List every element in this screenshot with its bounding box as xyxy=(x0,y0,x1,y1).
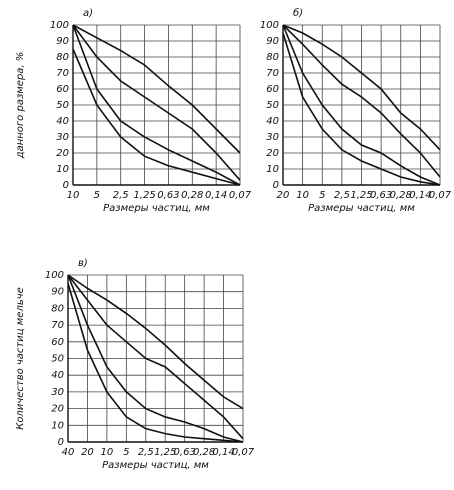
x-tick-label: 20 xyxy=(277,190,290,201)
y-axis-label: данного размера, % xyxy=(15,52,26,160)
y-tick-label: 90 xyxy=(51,287,64,298)
panel-label: а) xyxy=(83,8,93,19)
y-tick-label: 90 xyxy=(56,36,69,47)
y-tick-label: 80 xyxy=(266,52,279,63)
x-tick-label: 10 xyxy=(101,447,114,458)
x-tick-label: 0,07 xyxy=(429,190,452,201)
y-tick-label: 10 xyxy=(51,420,64,431)
y-tick-label: 30 xyxy=(51,387,64,398)
x-tick-label: 1,25 xyxy=(350,190,372,201)
y-tick-label: 50 xyxy=(266,100,279,111)
x-tick-label: 0,14 xyxy=(205,190,227,201)
x-tick-label: 0,14 xyxy=(212,447,234,458)
y-tick-label: 60 xyxy=(51,337,64,348)
y-tick-label: 50 xyxy=(56,100,69,111)
y-tick-label: 80 xyxy=(56,52,69,63)
y-tick-label: 40 xyxy=(51,370,64,381)
curve xyxy=(67,283,244,443)
y-tick-label: 70 xyxy=(266,68,279,79)
curve xyxy=(282,32,441,186)
y-tick-label: 10 xyxy=(56,164,69,175)
x-tick-label: 2,5 xyxy=(113,190,129,201)
x-tick-label: 5 xyxy=(123,447,129,458)
y-tick-label: 50 xyxy=(51,354,64,365)
y-tick-label: 40 xyxy=(266,116,279,127)
x-tick-label: 2,5 xyxy=(334,190,350,201)
x-tick-label: 40 xyxy=(62,447,75,458)
y-tick-label: 80 xyxy=(51,303,64,314)
x-tick-label: 2,5 xyxy=(138,447,154,458)
x-tick-label: 10 xyxy=(296,190,309,201)
x-tick-label: 0,63 xyxy=(157,190,179,201)
y-tick-label: 100 xyxy=(50,20,69,31)
x-tick-label: 1,25 xyxy=(154,447,176,458)
y-tick-label: 0 xyxy=(58,437,64,448)
y-tick-label: 100 xyxy=(45,270,64,281)
curve xyxy=(72,24,241,181)
x-axis-label: Размеры частиц, мм xyxy=(308,203,415,214)
y-tick-label: 40 xyxy=(56,116,69,127)
y-tick-label: 10 xyxy=(266,164,279,175)
x-tick-label: 0,63 xyxy=(370,190,392,201)
y-tick-label: 20 xyxy=(266,148,279,159)
y-axis-label: Количество частиц мельче xyxy=(15,287,26,430)
x-tick-label: 0,14 xyxy=(409,190,431,201)
x-tick-label: 5 xyxy=(319,190,325,201)
curve xyxy=(282,24,441,178)
x-axis-label: Размеры частиц, мм xyxy=(102,460,209,471)
y-tick-label: 20 xyxy=(56,148,69,159)
y-tick-label: 30 xyxy=(56,132,69,143)
curve xyxy=(67,274,244,410)
y-tick-label: 70 xyxy=(51,320,64,331)
x-tick-label: 5 xyxy=(94,190,100,201)
panel-label: б) xyxy=(293,7,303,19)
x-tick-label: 0,07 xyxy=(232,447,255,458)
curve xyxy=(67,274,244,443)
curve xyxy=(282,24,441,151)
y-tick-label: 0 xyxy=(273,180,279,191)
x-tick-label: 0,28 xyxy=(390,190,412,201)
y-tick-label: 100 xyxy=(260,20,279,31)
panel-label: в) xyxy=(78,258,88,269)
x-tick-label: 10 xyxy=(67,190,80,201)
curve xyxy=(282,24,441,186)
curve xyxy=(67,274,244,440)
y-tick-label: 20 xyxy=(51,404,64,415)
x-tick-label: 0,07 xyxy=(229,190,252,201)
x-tick-label: 0,28 xyxy=(193,447,215,458)
x-tick-label: 0,28 xyxy=(181,190,203,201)
y-tick-label: 90 xyxy=(266,36,279,47)
y-tick-label: 70 xyxy=(56,68,69,79)
x-tick-label: 0,63 xyxy=(174,447,196,458)
y-tick-label: 0 xyxy=(63,180,69,191)
y-tick-label: 30 xyxy=(266,132,279,143)
y-tick-label: 60 xyxy=(56,84,69,95)
curve xyxy=(72,48,241,186)
curve xyxy=(72,24,241,154)
x-tick-label: 1,25 xyxy=(133,190,155,201)
curve xyxy=(72,24,241,186)
y-tick-label: 60 xyxy=(266,84,279,95)
x-axis-label: Размеры частиц, мм xyxy=(103,203,210,214)
x-tick-label: 20 xyxy=(81,447,94,458)
